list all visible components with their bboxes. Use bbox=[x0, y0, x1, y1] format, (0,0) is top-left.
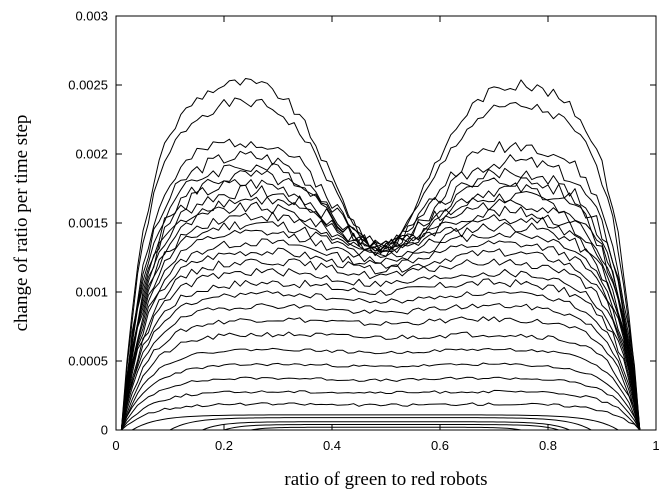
series-line bbox=[202, 421, 570, 431]
y-axis-label: change of ratio per time step bbox=[11, 115, 32, 332]
series-line bbox=[120, 229, 641, 431]
series-layer bbox=[120, 77, 641, 431]
y-tick-label: 0 bbox=[101, 423, 108, 438]
x-tick-label: 0.6 bbox=[431, 438, 449, 453]
series-line bbox=[120, 221, 641, 431]
series-line bbox=[120, 184, 641, 431]
series-line bbox=[120, 150, 641, 431]
x-tick-label: 0.8 bbox=[539, 438, 557, 453]
series-line bbox=[169, 417, 592, 431]
series-line bbox=[120, 347, 641, 431]
series-line bbox=[121, 402, 641, 431]
x-tick-label: 0.4 bbox=[323, 438, 341, 453]
series-line bbox=[120, 138, 641, 431]
series-line bbox=[250, 426, 522, 431]
series-line bbox=[120, 179, 641, 431]
series-line bbox=[120, 196, 641, 431]
series-line bbox=[120, 376, 641, 431]
series-line bbox=[223, 423, 559, 431]
series-line bbox=[120, 316, 641, 431]
series-line bbox=[120, 331, 641, 431]
series-line bbox=[120, 303, 641, 431]
y-tick-label: 0.003 bbox=[75, 9, 108, 24]
series-line bbox=[120, 268, 641, 431]
series-line bbox=[120, 362, 641, 431]
series-line bbox=[120, 247, 641, 431]
x-axis-label: ratio of green to red robots bbox=[284, 469, 487, 490]
x-tick-label: 0.2 bbox=[215, 438, 233, 453]
series-line bbox=[120, 162, 641, 431]
series-line bbox=[120, 238, 641, 431]
series-line bbox=[120, 169, 641, 431]
series-line bbox=[120, 258, 641, 431]
series-line bbox=[120, 389, 641, 431]
ticks-layer: 0 0.2 0.4 0.6 0.8 1 0 0.0005 0.001 0.0015 0.002 0.0… bbox=[68, 9, 659, 454]
x-tick-label: 0 bbox=[112, 438, 119, 453]
y-tick-label: 0.002 bbox=[75, 147, 108, 162]
y-tick-label: 0.001 bbox=[75, 285, 108, 300]
series-line bbox=[120, 278, 641, 431]
y-tick-label: 0.0025 bbox=[68, 78, 108, 93]
y-tick-label: 0.0005 bbox=[68, 354, 108, 369]
y-tick-label: 0.0015 bbox=[68, 216, 108, 231]
x-tick-label: 1 bbox=[652, 438, 659, 453]
series-line bbox=[120, 290, 641, 431]
series-line bbox=[120, 211, 641, 431]
series-line bbox=[120, 201, 641, 431]
series-line bbox=[131, 414, 619, 431]
